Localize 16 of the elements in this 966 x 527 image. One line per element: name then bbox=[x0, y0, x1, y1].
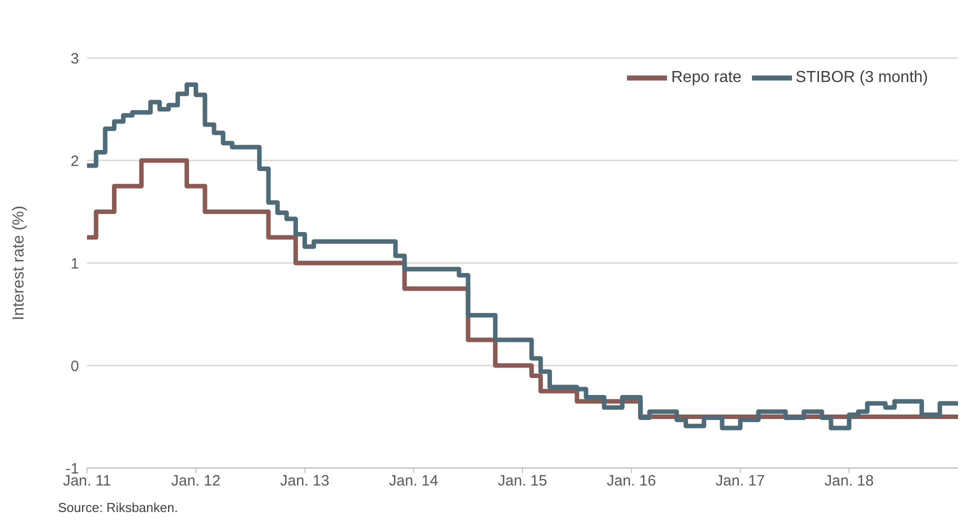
legend-label: Repo rate bbox=[671, 69, 742, 86]
x-tick-label: Jan. 14 bbox=[389, 472, 438, 490]
legend-label: STIBOR (3 month) bbox=[796, 69, 928, 86]
y-tick-label: 1 bbox=[70, 255, 79, 272]
x-tick-label: Jan. 11 bbox=[62, 472, 112, 490]
y-tick-label: 0 bbox=[70, 358, 79, 375]
y-tick-label: 2 bbox=[70, 152, 79, 170]
x-tick-label: Jan. 12 bbox=[171, 472, 220, 490]
x-tick-label: Jan. 16 bbox=[606, 472, 656, 490]
x-tick-label: Jan. 17 bbox=[716, 472, 765, 490]
x-tick-label: Jan. 13 bbox=[280, 472, 330, 490]
y-axis-title: Interest rate (%) bbox=[10, 206, 28, 320]
source-note: Source: Riksbanken. bbox=[58, 500, 178, 515]
x-tick-label: Jan. 15 bbox=[498, 472, 548, 490]
y-tick-label: 3 bbox=[70, 50, 79, 68]
x-tick-label: Jan. 18 bbox=[824, 472, 874, 490]
